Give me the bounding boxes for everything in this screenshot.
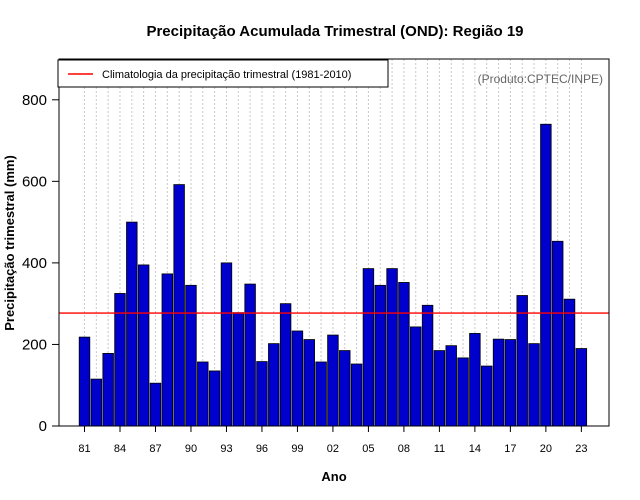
bar-2021 [552, 240, 564, 427]
x-tick-label: 99 [291, 443, 303, 455]
bar-1998 [279, 303, 292, 427]
bar-1988 [161, 273, 174, 427]
bar-2019 [528, 343, 540, 427]
bar-2013 [457, 357, 469, 427]
chart-title: Precipitação Acumulada Trimestral (OND):… [146, 23, 523, 40]
bar-2009 [410, 326, 422, 427]
bar-2010 [421, 304, 434, 427]
y-tick-label: 800 [22, 92, 47, 109]
bar-2002 [327, 334, 339, 427]
bar-2017 [504, 339, 517, 427]
bar-1986 [137, 264, 150, 427]
x-tick-label: 90 [185, 443, 197, 455]
bar-2000 [303, 339, 315, 427]
bar-1982 [90, 378, 103, 427]
x-tick-label: 23 [575, 443, 587, 455]
bar-1994 [232, 312, 244, 427]
bar-2006 [374, 284, 386, 427]
bar-2007 [386, 268, 398, 427]
bar-2022 [563, 298, 576, 427]
bar-2023 [575, 348, 588, 427]
bar-1987 [149, 382, 162, 427]
bar-2011 [433, 350, 446, 427]
bar-1989 [173, 184, 185, 427]
x-tick-label: 84 [114, 443, 126, 455]
bar-2001 [315, 361, 327, 427]
bar-2016 [492, 338, 505, 427]
bar-2014 [469, 333, 481, 427]
bar-2012 [445, 345, 457, 427]
bar-1985 [126, 221, 138, 427]
bar-1995 [244, 283, 256, 427]
x-tick-label: 17 [504, 443, 516, 455]
bar-1996 [256, 361, 268, 427]
x-tick-label: 05 [362, 443, 374, 455]
x-axis: 81 84 87 90 93 96 99 02 05 08 11 14 17 20 23 [78, 426, 587, 455]
y-axis-label: Precipitação trimestral (mm) [2, 155, 17, 331]
y-tick-label: 600 [22, 173, 47, 190]
bar-2020 [540, 123, 552, 427]
bar-1992 [208, 370, 221, 427]
credit-label: (Produto:CPTEC/INPE) [478, 72, 603, 86]
bar-2008 [398, 282, 410, 427]
legend-label: Climatologia da precipitação trimestral … [102, 69, 351, 81]
legend-box [57, 59, 389, 88]
bar-1990 [185, 284, 197, 427]
x-tick-label: 93 [220, 443, 232, 455]
y-axis: 0 200 400 600 800 [22, 92, 59, 435]
bar-1981 [78, 336, 91, 427]
bar-1993 [220, 262, 233, 427]
x-tick-label: 08 [398, 443, 410, 455]
bars [78, 123, 588, 427]
bar-2018 [516, 295, 528, 427]
bar-2003 [339, 350, 351, 427]
bar-1999 [291, 330, 304, 427]
x-tick-label: 14 [469, 443, 481, 455]
y-tick-label: 200 [22, 336, 47, 353]
bar-2005 [362, 268, 375, 427]
bar-1983 [102, 353, 114, 427]
bar-1991 [197, 361, 209, 427]
x-tick-label: 87 [149, 443, 161, 455]
x-tick-label: 11 [434, 443, 445, 455]
y-tick-label: 0 [39, 418, 47, 435]
legend: Climatologia da precipitação trimestral … [57, 59, 389, 88]
y-tick-label: 400 [22, 255, 47, 272]
x-axis-label: Ano [321, 469, 346, 484]
bar-2004 [350, 363, 363, 427]
x-tick-label: 02 [327, 443, 339, 455]
bar-1997 [268, 343, 280, 427]
x-tick-label: 81 [78, 443, 90, 455]
x-tick-label: 96 [256, 443, 268, 455]
bar-2015 [481, 365, 493, 427]
plot-frame [58, 58, 610, 427]
x-tick-label: 20 [540, 443, 552, 455]
